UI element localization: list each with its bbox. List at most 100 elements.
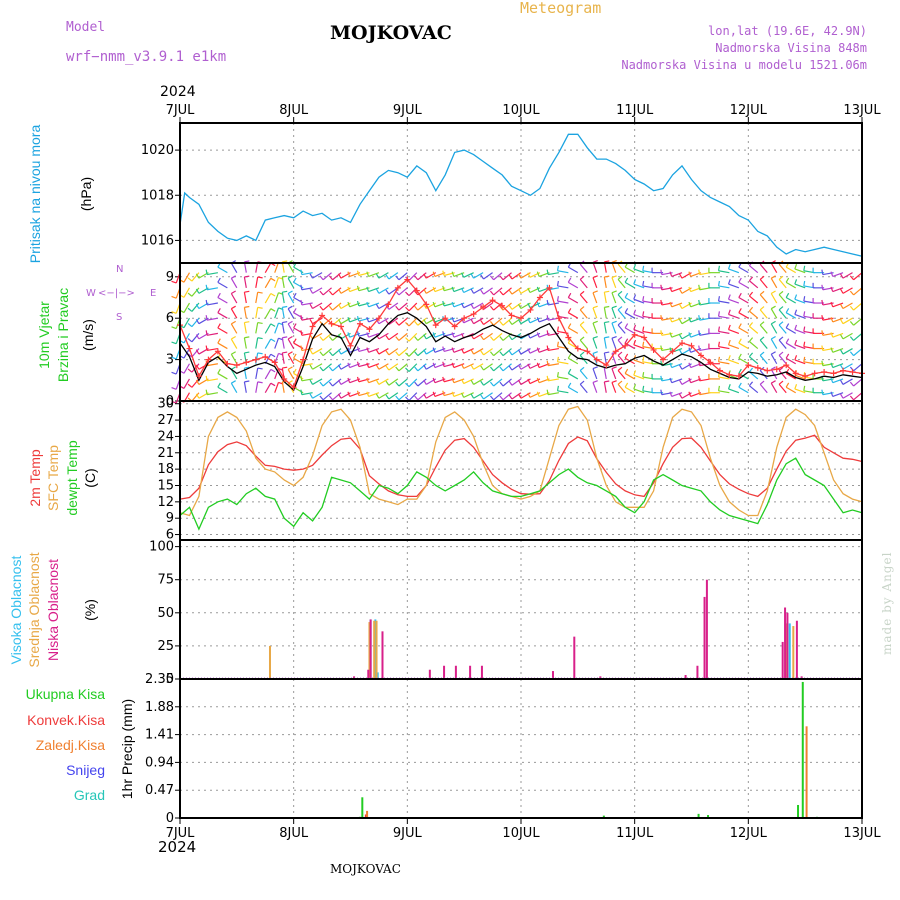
wind-barb	[536, 362, 540, 368]
wind-barb	[508, 320, 513, 325]
wind-barb	[821, 269, 824, 275]
wind-barb	[748, 306, 754, 312]
wind-barb	[171, 400, 177, 404]
wind-barb	[319, 395, 324, 401]
gust-point	[442, 315, 449, 322]
wind-barb	[592, 335, 598, 339]
wind-barb	[442, 346, 445, 352]
wind-barb	[480, 380, 485, 386]
wind-barb	[579, 366, 585, 371]
high_cloud-bar	[376, 672, 379, 679]
gust-point	[432, 322, 439, 329]
wind-barb	[785, 357, 796, 365]
wind-barb	[483, 302, 493, 310]
wind-barb	[517, 364, 522, 370]
wind-barb	[717, 341, 721, 347]
wind-barb	[368, 363, 380, 369]
wind-barb	[778, 354, 787, 365]
wind-barb	[312, 378, 323, 385]
wind-barb	[759, 263, 768, 274]
low_cloud-bar	[781, 641, 784, 679]
wind-barb	[489, 336, 495, 341]
wind-barb	[611, 307, 617, 319]
wind-barb	[255, 367, 259, 380]
wind-barb	[388, 302, 399, 310]
wind-barb	[738, 292, 742, 298]
wind-barb	[217, 386, 228, 394]
wind-barb	[738, 342, 749, 350]
wind-barb	[592, 351, 598, 354]
wind-barb	[778, 306, 784, 311]
wind-barb	[547, 347, 559, 352]
wind-barb	[231, 290, 236, 295]
wind-barb	[671, 392, 683, 398]
wind-barb	[442, 331, 445, 337]
wind-barb	[832, 302, 844, 308]
wind-barb	[718, 285, 730, 289]
wind-barb	[385, 274, 390, 280]
wind-barb	[511, 348, 522, 356]
gust-point	[783, 362, 790, 369]
wind-barb	[347, 317, 351, 323]
wind-barb	[378, 332, 389, 340]
wind-barb	[785, 323, 790, 329]
y-tick-label: 75	[157, 573, 174, 588]
wind-barb	[642, 326, 645, 332]
wind-barb	[287, 290, 293, 295]
gust-point	[413, 287, 420, 294]
wind-barb	[853, 317, 863, 326]
gust-point	[735, 373, 742, 380]
wind-barb	[556, 326, 559, 332]
wind-barb	[839, 303, 844, 309]
wind-barb	[470, 273, 475, 279]
wind-barb	[206, 302, 218, 306]
wind-barb	[778, 263, 787, 274]
low_cloud-bar	[469, 665, 472, 679]
wind-barb	[794, 283, 806, 289]
wind-barb	[231, 336, 236, 340]
wind-barb	[748, 310, 759, 319]
wind-barb	[191, 332, 200, 343]
wind-barb	[556, 356, 559, 362]
wind-barb	[287, 366, 293, 370]
wind-barb	[414, 305, 419, 311]
wind-barb	[717, 326, 721, 332]
wind-barb	[388, 317, 399, 326]
gust-point	[328, 320, 335, 327]
wind-barb	[312, 332, 323, 340]
wind-barb	[557, 376, 569, 380]
wind-barb	[536, 377, 540, 383]
wind-barb	[748, 371, 759, 380]
wind-barb	[463, 302, 474, 309]
wind-barb	[617, 309, 626, 319]
wind-barb	[727, 355, 731, 361]
y-tick-label: 2.35	[145, 672, 174, 687]
wind-barb	[183, 378, 190, 389]
wind-barb	[770, 308, 778, 319]
wind-barb	[527, 287, 531, 293]
wind-barb	[319, 290, 324, 296]
wind-barb	[414, 336, 419, 341]
wind-barb	[328, 275, 334, 281]
gust-point	[546, 284, 553, 291]
wind-barb	[669, 271, 673, 277]
wind-barb	[301, 347, 313, 352]
wind-barb	[470, 364, 475, 370]
wind-barb	[849, 336, 855, 341]
wind-barb	[842, 317, 853, 325]
wind-barb	[375, 288, 380, 294]
wind-barb	[728, 388, 740, 394]
low_cloud-bar	[551, 671, 554, 679]
wind-barb	[748, 367, 754, 373]
gust-point	[394, 284, 401, 291]
wind-barb	[319, 351, 324, 357]
wind-barb	[301, 392, 313, 396]
legend-frz-precip: Zaledj.Kisa	[35, 737, 105, 753]
wind-barb	[405, 396, 410, 401]
wind-barb	[408, 332, 418, 342]
wind-barb	[794, 268, 806, 274]
wind-barb	[611, 277, 617, 289]
wind-barb	[183, 302, 190, 313]
wind-barb	[414, 381, 419, 387]
wind-barb	[624, 297, 635, 304]
